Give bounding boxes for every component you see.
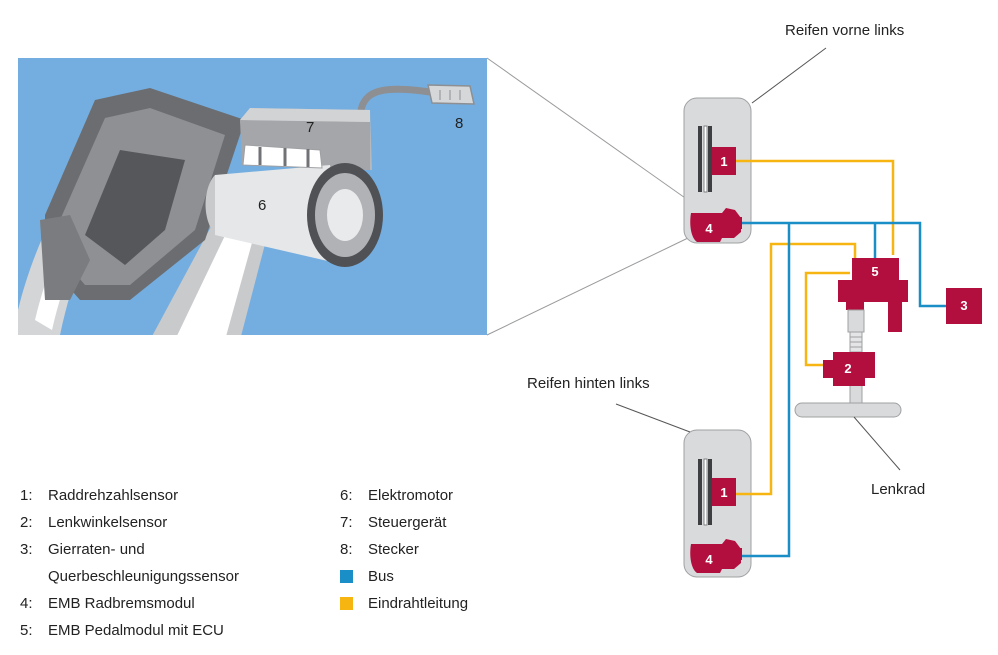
- single-wire-swatch: [340, 597, 353, 610]
- legend-item: 3: Gierraten- und: [20, 541, 145, 558]
- rear-sensor-label: 1: [720, 485, 727, 500]
- bus-to-rear-brake: [741, 223, 791, 558]
- single-wire-rear-sensor: [736, 242, 857, 496]
- steering-label: Lenkrad: [871, 481, 925, 498]
- front-brake-label: 4: [705, 221, 713, 236]
- legend-item: 7: Steuergerät: [340, 514, 447, 531]
- rear-brake-module: 4: [690, 539, 742, 573]
- front-sensor-label: 1: [720, 154, 727, 169]
- electric-motor: [205, 144, 383, 267]
- bus-lines: [741, 221, 946, 558]
- legend-item: 5: EMB Pedalmodul mit ECU: [20, 622, 224, 639]
- detail-label-6: 6: [258, 197, 266, 214]
- single-wire-steering-sensor: [804, 271, 850, 367]
- front-left-label: Reifen vorne links: [785, 22, 904, 39]
- detail-label-7: 7: [306, 119, 314, 136]
- rear-left-label: Reifen hinten links: [527, 375, 650, 392]
- yaw-sensor-label: 3: [960, 298, 967, 313]
- steering-column: [847, 309, 865, 404]
- connector: [427, 84, 475, 105]
- steering-wheel: [794, 402, 902, 418]
- zoom-line-bottom: [486, 237, 689, 336]
- legend-item: 1: Raddrehzahlsensor: [20, 487, 179, 504]
- rear-brake-label: 4: [705, 552, 713, 567]
- zoom-line-top: [486, 57, 689, 201]
- legend-item: 2: Lenkwinkelsensor: [20, 514, 168, 531]
- legend-item: Querbeschleunigungssensor: [48, 568, 239, 585]
- legend-item: 8: Stecker: [340, 541, 419, 558]
- legend-item: 6: Elektromotor: [340, 487, 454, 504]
- front-wheel-speed-sensor: 1: [712, 147, 736, 175]
- front-left-callout-line: [751, 47, 827, 104]
- rear-left-callout-line: [615, 403, 691, 433]
- detail-illustration: 7 6 8: [18, 58, 487, 335]
- detail-label-8: 8: [455, 115, 463, 132]
- bus-front-to-yaw: [741, 221, 946, 308]
- steering-callout-line: [853, 416, 901, 471]
- yaw-rate-sensor: 3: [946, 288, 982, 324]
- legend-bus: Bus: [340, 563, 468, 590]
- legend-detail: 6: Elektromotor 7: Steuergerät 8: Stecker B…: [340, 482, 468, 617]
- brake-disc-lower: [152, 210, 270, 335]
- front-brake-module: 4: [690, 208, 742, 242]
- rear-wheel-speed-sensor: 1: [712, 478, 736, 506]
- legend-single-wire: Eindrahtleitung: [340, 590, 468, 617]
- steering-angle-sensor: 2: [823, 352, 875, 386]
- bus-swatch: [340, 570, 353, 583]
- legend-components: 1: Raddrehzahlsensor 2: Lenkwinkelsensor 3…: [20, 482, 239, 644]
- pedal-module-label: 5: [871, 264, 878, 279]
- steering-sensor-label: 2: [844, 361, 851, 376]
- brake-caliper: [40, 88, 245, 300]
- single-wire-front-sensor: [736, 159, 895, 255]
- single-wire-lines: [736, 159, 895, 496]
- legend-item: 4: EMB Radbremsmodul: [20, 595, 195, 612]
- pedal-module-ecu: 5: [838, 258, 908, 332]
